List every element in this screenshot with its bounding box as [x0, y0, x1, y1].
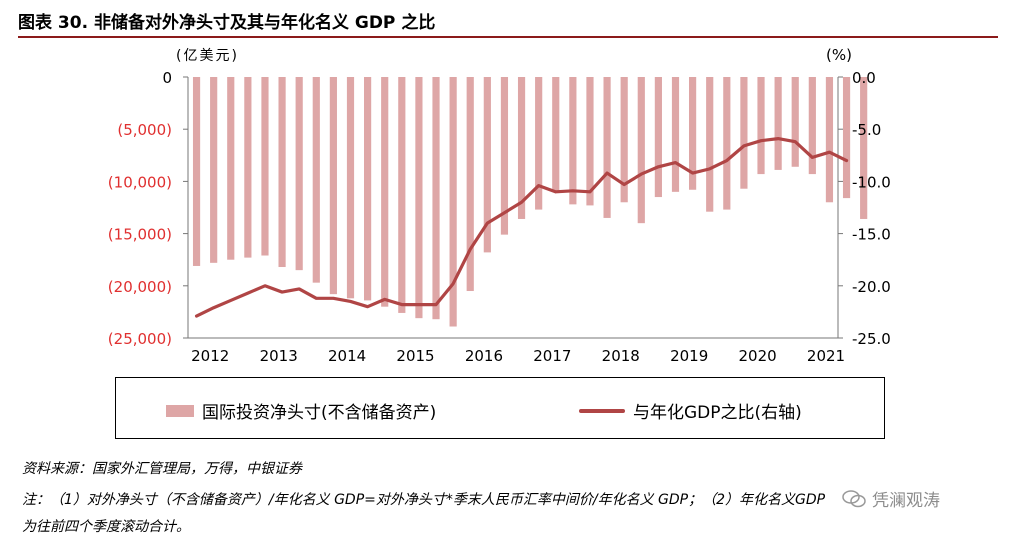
chart: 0 (5,000) (10,000) (15,000) (20,000) (25,000)… — [108, 46, 891, 365]
gdp-ratio-line — [194, 137, 849, 318]
right-axis-tick-label: 0.0 — [852, 69, 876, 87]
bar — [295, 77, 303, 271]
bar — [706, 77, 714, 212]
page-title: 图表 30. 非储备对外净头寸及其与年化名义 GDP 之比 — [18, 13, 436, 33]
legend-item-bars: 国际投资净头寸(不含储备资产) — [166, 398, 436, 423]
legend: 国际投资净头寸(不含储备资产) 与年化GDP之比(右轴) — [115, 377, 885, 439]
legend-line-swatch — [579, 408, 625, 413]
left-axis-tick-label: (5,000) — [117, 121, 172, 139]
bar — [825, 77, 834, 203]
bar — [517, 77, 526, 219]
left-axis-tick-label: 0 — [162, 69, 172, 87]
right-axis-tick-label: -15.0 — [852, 226, 891, 244]
bar — [449, 77, 457, 327]
right-axis-tick-label: -25.0 — [852, 330, 891, 348]
bar — [432, 77, 440, 320]
bar — [654, 77, 662, 198]
bar-series — [192, 77, 868, 327]
bar — [278, 77, 286, 268]
bar — [346, 77, 355, 299]
title-underline — [18, 36, 998, 38]
bar — [329, 77, 337, 295]
x-axis-tick-label: 2014 — [328, 347, 366, 365]
footnote-line-1: 注：（1）对外净头寸（不含储备资产）/年化名义 GDP=对外净头寸*季末人民币汇… — [22, 492, 826, 508]
bar — [381, 77, 389, 307]
bar — [552, 77, 560, 192]
bar — [586, 77, 594, 206]
bar — [364, 77, 372, 301]
bar — [261, 77, 269, 256]
x-axis-tick-label: 2021 — [807, 347, 845, 365]
bar — [757, 77, 765, 175]
legend-line-label: 与年化GDP之比(右轴) — [633, 403, 802, 423]
left-axis-tick-label: (25,000) — [108, 330, 172, 348]
bar — [740, 77, 748, 189]
wechat-icon — [842, 489, 866, 507]
bar — [415, 77, 423, 319]
bar — [637, 77, 645, 224]
footnote-line-2: 为往前四个季度滚动合计。 — [22, 519, 190, 535]
x-axis-tick-label: 2020 — [739, 347, 777, 365]
bar — [842, 77, 851, 199]
right-axis-tick-label: -10.0 — [852, 173, 891, 191]
x-axis-tick-label: 2015 — [396, 347, 434, 365]
x-axis-tick-label: 2013 — [260, 347, 298, 365]
left-axis-unit: (亿美元) — [176, 48, 239, 64]
bar — [723, 77, 731, 210]
source-note: 资料来源：国家外汇管理局，万得，中银证券 — [22, 461, 302, 477]
x-axis-tick-label: 2012 — [191, 347, 229, 365]
bar — [466, 77, 474, 292]
bar — [603, 77, 611, 218]
right-axis-tick-label: -5.0 — [852, 121, 881, 139]
bar — [500, 77, 509, 235]
bar — [312, 77, 320, 283]
left-axis-tick-label: (15,000) — [108, 226, 172, 244]
right-axis-tick-label: -20.0 — [852, 278, 891, 296]
right-axis-unit: (%) — [826, 46, 852, 64]
legend-item-line: 与年化GDP之比(右轴) — [579, 398, 802, 423]
bar — [398, 77, 406, 313]
bar — [791, 77, 799, 167]
x-axis-tick-label: 2018 — [602, 347, 640, 365]
x-axis-tick-label: 2016 — [465, 347, 503, 365]
left-axis-tick-label: (10,000) — [108, 173, 172, 191]
bar — [227, 77, 235, 260]
bar — [808, 77, 816, 175]
legend-bar-swatch — [166, 404, 194, 417]
watermark: 凭澜观涛 — [842, 486, 940, 511]
x-axis-tick-label: 2017 — [533, 347, 571, 365]
legend-bar-label: 国际投资净头寸(不含储备资产) — [202, 403, 437, 423]
bar — [483, 77, 491, 253]
bar — [689, 77, 697, 190]
bar — [535, 77, 543, 210]
bar — [774, 77, 782, 170]
bar — [569, 77, 577, 205]
axes: 0 (5,000) (10,000) (15,000) (20,000) (25,000)… — [108, 46, 891, 365]
line-series — [194, 137, 849, 318]
bar — [210, 77, 218, 263]
watermark-text: 凭澜观涛 — [872, 491, 940, 511]
bar — [671, 77, 680, 192]
bar — [192, 77, 201, 266]
bar — [620, 77, 628, 203]
left-axis-tick-label: (20,000) — [108, 278, 172, 296]
bar — [860, 77, 868, 219]
bar — [244, 77, 252, 258]
x-axis-tick-label: 2019 — [670, 347, 708, 365]
